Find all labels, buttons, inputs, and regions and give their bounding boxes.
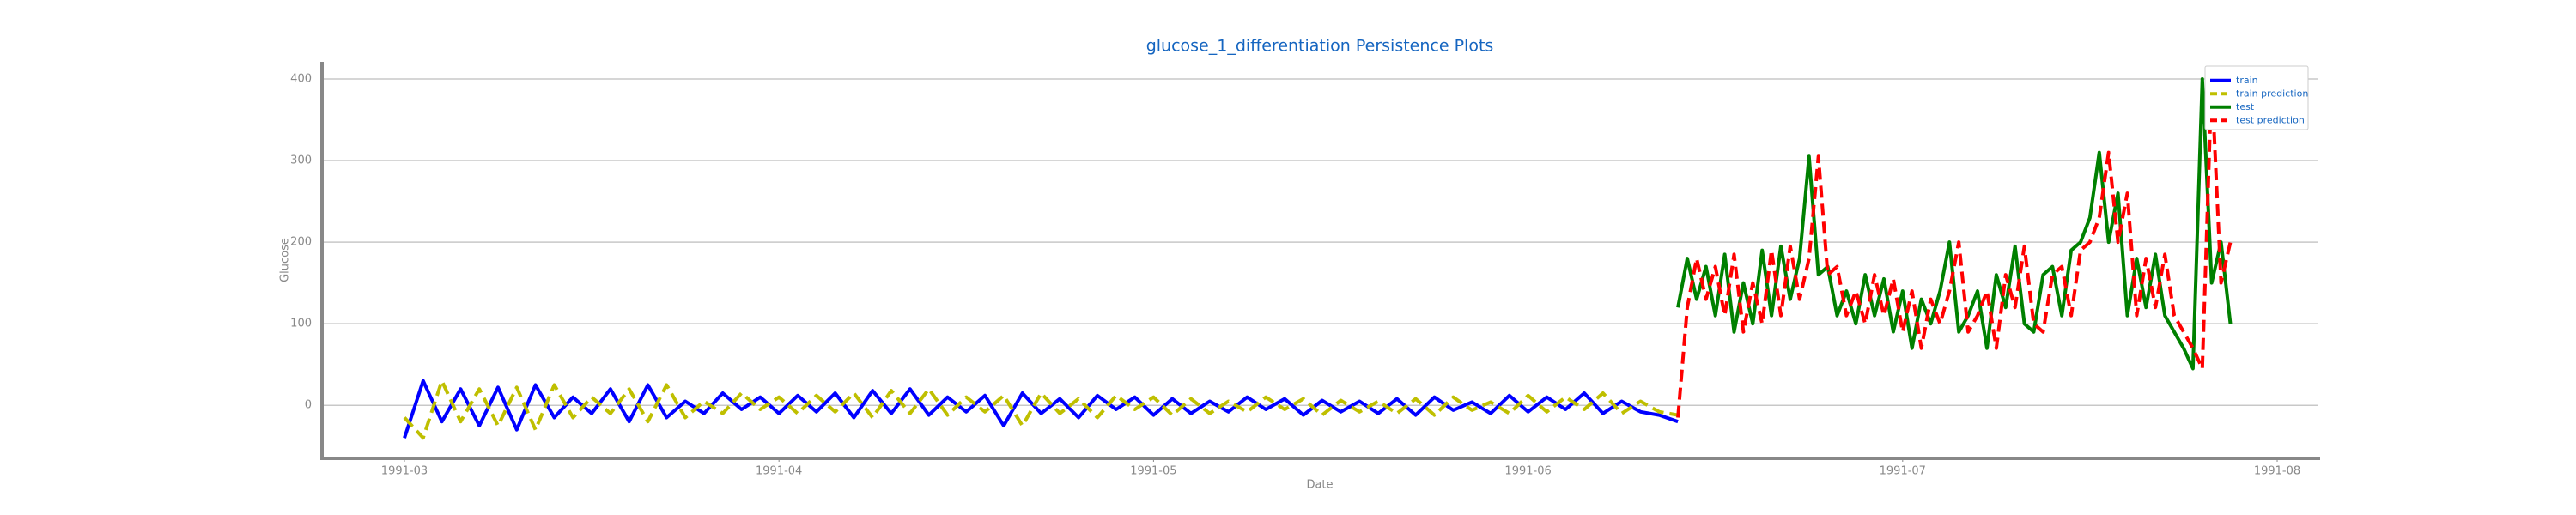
legend-label: train prediction: [2236, 88, 2308, 99]
legend-label: test: [2236, 101, 2255, 112]
legend-label: test prediction: [2236, 114, 2305, 125]
y-axis-label: Glucose: [279, 238, 292, 282]
x-tick-label: 1991-08: [2254, 465, 2300, 478]
x-tick-label: 1991-03: [381, 465, 428, 478]
x-tick-label: 1991-04: [756, 465, 802, 478]
legend: train train prediction test test prediction: [2204, 65, 2309, 130]
plot-lines: [403, 77, 2233, 440]
y-tick-label: 300: [290, 154, 312, 167]
ticks: 0 100 200 300 400 1991-03 1991-04 1991-05 1991-0…: [290, 73, 2300, 478]
x-tick-label: 1991-06: [1504, 465, 1551, 478]
series-line: [1676, 77, 2233, 371]
legend-label: train: [2236, 75, 2258, 86]
x-axis-label: Date: [1306, 479, 1333, 492]
y-tick-label: 200: [290, 236, 312, 249]
y-tick-label: 100: [290, 318, 312, 330]
grid: [322, 78, 2318, 406]
y-tick-label: 0: [305, 399, 312, 412]
series-line: [1676, 77, 2233, 418]
series-line: [403, 379, 1679, 439]
chart-title: glucose_1_differentiation Persistence Pl…: [1146, 37, 1494, 56]
x-tick-label: 1991-07: [1880, 465, 1926, 478]
x-tick-label: 1991-05: [1130, 465, 1176, 478]
y-tick-label: 400: [290, 73, 312, 86]
